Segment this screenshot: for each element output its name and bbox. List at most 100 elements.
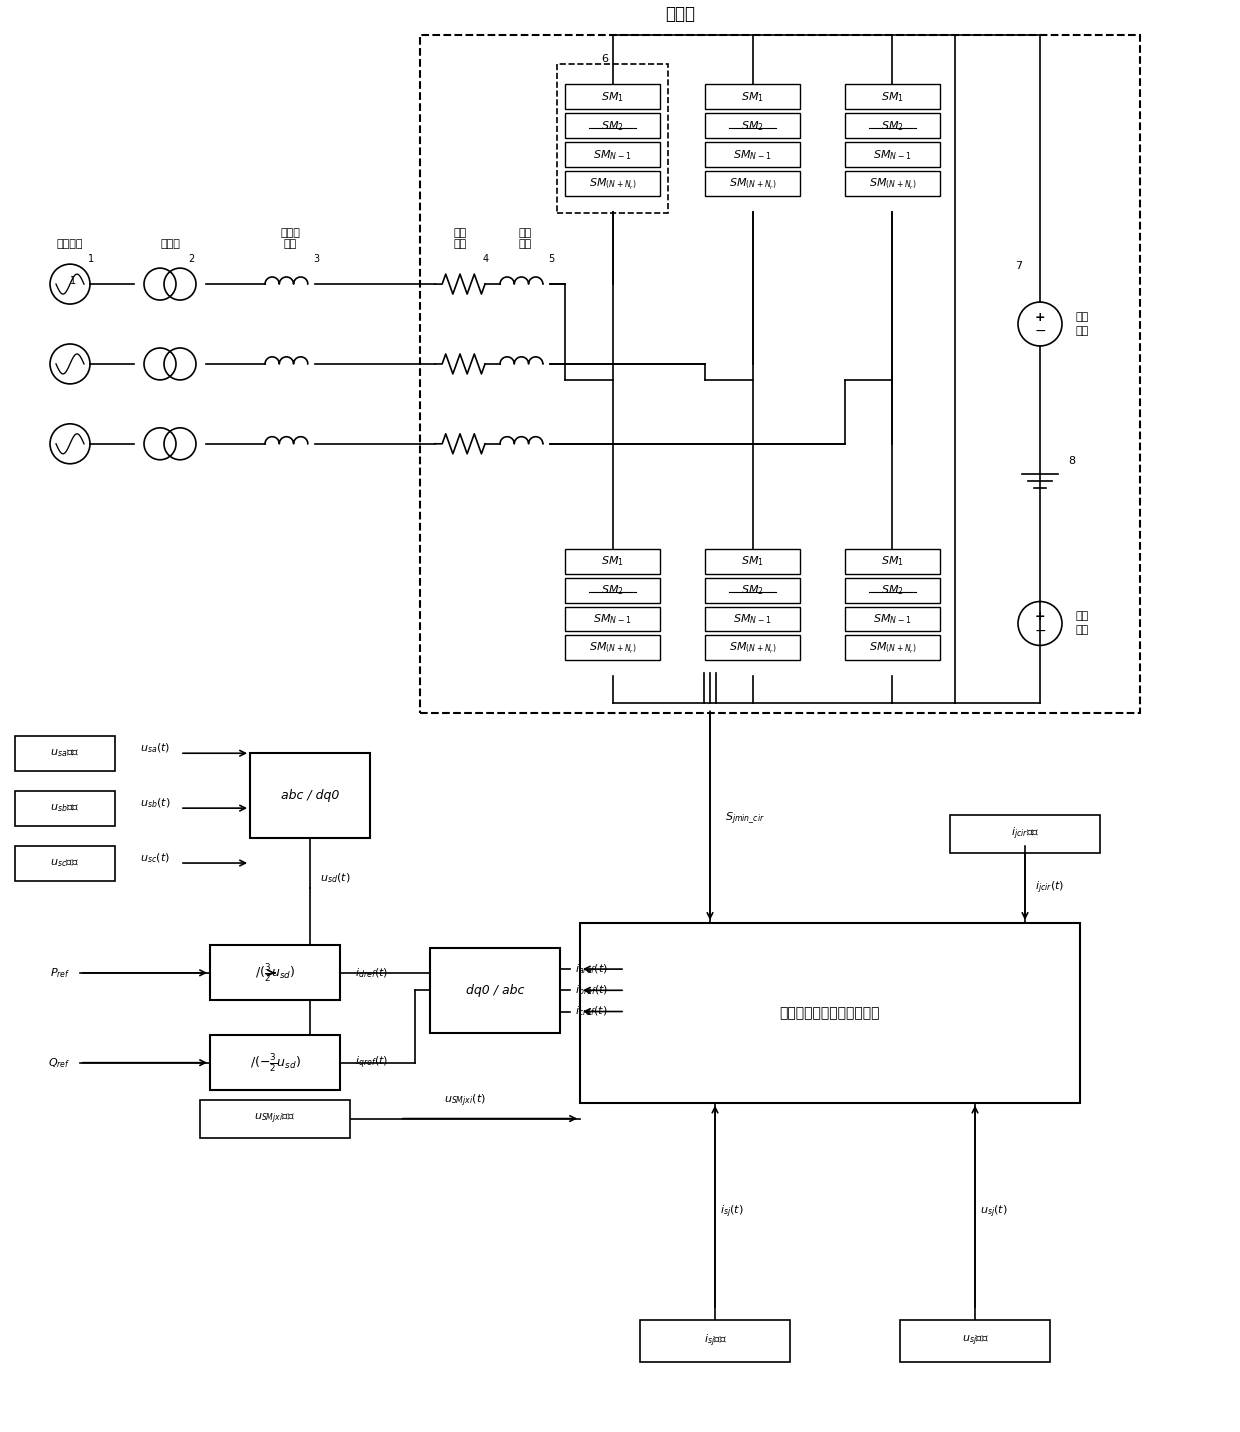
Text: +: + bbox=[1034, 610, 1045, 623]
Text: $i_{sj}$测量: $i_{sj}$测量 bbox=[703, 1333, 727, 1349]
Text: 桥臂
电阻: 桥臂 电阻 bbox=[454, 228, 466, 249]
Bar bbox=[706, 84, 800, 109]
Text: $u_{sd}(t)$: $u_{sd}(t)$ bbox=[320, 871, 351, 885]
Text: $SM_1$: $SM_1$ bbox=[742, 554, 764, 569]
Bar bbox=[210, 1035, 340, 1090]
Text: $u_{SMjxi}$测量: $u_{SMjxi}$测量 bbox=[254, 1111, 295, 1126]
Text: 2: 2 bbox=[188, 253, 195, 263]
Bar bbox=[844, 142, 940, 168]
Bar bbox=[900, 1320, 1050, 1362]
Bar bbox=[844, 113, 940, 139]
Bar bbox=[565, 548, 660, 574]
Text: 桥臂
电感: 桥臂 电感 bbox=[518, 228, 532, 249]
Text: $u_{sj}(t)$: $u_{sj}(t)$ bbox=[980, 1203, 1008, 1220]
Bar bbox=[844, 577, 940, 603]
Bar bbox=[565, 172, 660, 196]
Text: $SM_{N-1}$: $SM_{N-1}$ bbox=[873, 147, 911, 162]
Text: $/(-\frac{3}{2}u_{sd})$: $/(-\frac{3}{2}u_{sd})$ bbox=[249, 1051, 300, 1074]
Text: $u_{sa}$测量: $u_{sa}$测量 bbox=[51, 748, 79, 759]
Text: $u_{sc}(t)$: $u_{sc}(t)$ bbox=[140, 851, 170, 865]
Text: −: − bbox=[1034, 623, 1045, 637]
Text: dq0 / abc: dq0 / abc bbox=[466, 984, 525, 997]
Text: 6: 6 bbox=[601, 54, 609, 64]
Text: $SM_1$: $SM_1$ bbox=[601, 554, 624, 569]
Text: $u_{sc}$测量: $u_{sc}$测量 bbox=[51, 858, 79, 869]
Text: $SM_2$: $SM_2$ bbox=[882, 583, 904, 597]
Bar bbox=[565, 84, 660, 109]
Text: $SM_1$: $SM_1$ bbox=[882, 90, 904, 105]
Text: 变压器: 变压器 bbox=[160, 239, 180, 249]
Bar bbox=[706, 607, 800, 632]
Bar bbox=[565, 577, 660, 603]
Bar bbox=[565, 636, 660, 660]
Text: 交流系统: 交流系统 bbox=[57, 239, 83, 249]
Text: $SM_2$: $SM_2$ bbox=[882, 119, 904, 133]
Text: $i_{jcir}$测量: $i_{jcir}$测量 bbox=[1011, 826, 1039, 842]
Text: $i_{cref}(t)$: $i_{cref}(t)$ bbox=[575, 1005, 608, 1018]
Text: 8: 8 bbox=[1068, 455, 1075, 465]
Bar bbox=[565, 607, 660, 632]
Text: $SM_{N-1}$: $SM_{N-1}$ bbox=[733, 611, 771, 626]
Text: $SM_{(N+N_r)}$: $SM_{(N+N_r)}$ bbox=[729, 176, 776, 192]
Text: $/(\frac{3}{2}u_{sd})$: $/(\frac{3}{2}u_{sd})$ bbox=[254, 962, 295, 984]
Text: $i_{jcir}(t)$: $i_{jcir}(t)$ bbox=[1035, 879, 1064, 896]
Text: 4: 4 bbox=[484, 253, 489, 263]
Bar bbox=[15, 845, 115, 881]
Text: $u_{sb}$测量: $u_{sb}$测量 bbox=[50, 802, 79, 813]
Text: 直流
电源: 直流 电源 bbox=[1075, 312, 1089, 337]
Text: $i_{dref}(t)$: $i_{dref}(t)$ bbox=[355, 967, 388, 979]
Bar bbox=[706, 172, 800, 196]
Text: $SM_2$: $SM_2$ bbox=[742, 119, 764, 133]
Text: $SM_{N-1}$: $SM_{N-1}$ bbox=[873, 611, 911, 626]
Text: $SM_{N-1}$: $SM_{N-1}$ bbox=[594, 147, 631, 162]
Text: $Q_{ref}$: $Q_{ref}$ bbox=[47, 1055, 69, 1070]
Text: $SM_{(N+N_r)}$: $SM_{(N+N_r)}$ bbox=[729, 640, 776, 656]
Bar bbox=[844, 607, 940, 632]
Text: $SM_2$: $SM_2$ bbox=[601, 119, 624, 133]
Bar bbox=[640, 1320, 790, 1362]
Text: $SM_2$: $SM_2$ bbox=[742, 583, 764, 597]
Text: $SM_{N-1}$: $SM_{N-1}$ bbox=[594, 611, 631, 626]
Text: 直流
电源: 直流 电源 bbox=[1075, 611, 1089, 636]
Bar bbox=[706, 636, 800, 660]
Text: $S_{jmin\_cir}$: $S_{jmin\_cir}$ bbox=[725, 811, 765, 826]
Bar bbox=[15, 790, 115, 826]
Text: $SM_1$: $SM_1$ bbox=[882, 554, 904, 569]
Bar bbox=[250, 753, 370, 838]
Text: 冗余容错控制目标函数计算: 冗余容错控制目标函数计算 bbox=[780, 1005, 880, 1020]
Text: $SM_{N-1}$: $SM_{N-1}$ bbox=[733, 147, 771, 162]
Text: 3: 3 bbox=[312, 253, 319, 263]
Text: $SM_{(N+N_r)}$: $SM_{(N+N_r)}$ bbox=[589, 640, 636, 656]
Text: $P_{ref}$: $P_{ref}$ bbox=[50, 967, 69, 979]
Text: $SM_{(N+N_r)}$: $SM_{(N+N_r)}$ bbox=[869, 640, 916, 656]
Text: −: − bbox=[1034, 324, 1045, 338]
Bar bbox=[580, 924, 1080, 1103]
Text: $u_{sj}$测量: $u_{sj}$测量 bbox=[961, 1335, 988, 1349]
Text: 7: 7 bbox=[1016, 261, 1022, 271]
Bar bbox=[565, 142, 660, 168]
Bar bbox=[557, 64, 668, 213]
Text: $i_{qref}(t)$: $i_{qref}(t)$ bbox=[355, 1054, 388, 1071]
Bar bbox=[844, 84, 940, 109]
Bar bbox=[210, 945, 340, 1001]
Text: $i_{sj}(t)$: $i_{sj}(t)$ bbox=[720, 1203, 744, 1220]
Text: abc / dq0: abc / dq0 bbox=[280, 789, 340, 802]
Bar bbox=[565, 113, 660, 139]
Bar bbox=[430, 948, 560, 1032]
Text: $SM_{(N+N_r)}$: $SM_{(N+N_r)}$ bbox=[589, 176, 636, 192]
Bar bbox=[844, 548, 940, 574]
Text: $SM_{(N+N_r)}$: $SM_{(N+N_r)}$ bbox=[869, 176, 916, 192]
Bar bbox=[844, 636, 940, 660]
Bar bbox=[706, 113, 800, 139]
Text: $u_{sb}(t)$: $u_{sb}(t)$ bbox=[140, 796, 170, 811]
Bar bbox=[420, 34, 1140, 713]
Bar bbox=[706, 548, 800, 574]
Text: 5: 5 bbox=[548, 253, 554, 263]
Text: 1: 1 bbox=[69, 276, 76, 286]
Bar bbox=[706, 142, 800, 168]
Text: $SM_1$: $SM_1$ bbox=[742, 90, 764, 105]
Text: 逆变器: 逆变器 bbox=[665, 4, 694, 23]
Text: $SM_1$: $SM_1$ bbox=[601, 90, 624, 105]
Text: $i_{bref}(t)$: $i_{bref}(t)$ bbox=[575, 984, 608, 997]
Bar bbox=[950, 815, 1100, 853]
